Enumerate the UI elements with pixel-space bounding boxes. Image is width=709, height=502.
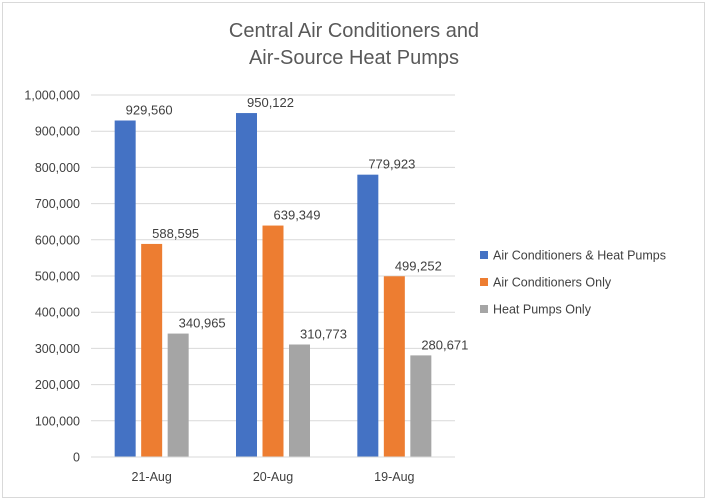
- legend-label: Air Conditioners & Heat Pumps: [493, 249, 666, 263]
- data-label: 779,923: [368, 157, 415, 172]
- x-tick-label: 19-Aug: [374, 470, 414, 484]
- bar-21-Aug-heat-pumps-only: [167, 333, 189, 457]
- y-tick-label: 600,000: [35, 233, 80, 247]
- chart-canvas: Central Air Conditioners and Air-Source H…: [24, 20, 666, 484]
- legend-label: Air Conditioners Only: [493, 276, 612, 290]
- y-tick-label: 700,000: [35, 197, 80, 211]
- y-tick-label: 100,000: [35, 414, 80, 428]
- y-tick-label: 500,000: [35, 270, 80, 284]
- legend-swatch: [480, 305, 488, 313]
- x-tick-label: 21-Aug: [132, 470, 172, 484]
- chart-frame: Central Air Conditioners and Air-Source H…: [2, 2, 705, 498]
- data-label: 340,965: [179, 316, 226, 331]
- data-label: 929,560: [126, 102, 173, 117]
- bar-20-Aug-air-conditioners-heat-pumps: [236, 113, 257, 457]
- data-label: 639,349: [274, 208, 321, 223]
- y-tick-label: 200,000: [35, 378, 80, 392]
- legend-swatch: [480, 278, 488, 286]
- bar-19-Aug-heat-pumps-only: [410, 355, 432, 457]
- data-label: 280,671: [421, 337, 468, 352]
- data-label: 950,122: [247, 95, 294, 110]
- data-label: 499,252: [395, 258, 442, 273]
- legend-label: Heat Pumps Only: [493, 303, 592, 317]
- chart-title-line-2: Air-Source Heat Pumps: [249, 47, 459, 69]
- bar-19-Aug-air-conditioners-heat-pumps: [357, 174, 379, 457]
- bar-20-Aug-heat-pumps-only: [289, 344, 310, 457]
- y-tick-label: 1,000,000: [24, 89, 80, 103]
- data-label: 310,773: [300, 327, 347, 342]
- y-tick-label: 800,000: [35, 161, 80, 175]
- bar-20-Aug-air-conditioners-only: [262, 225, 284, 457]
- data-label: 588,595: [152, 226, 199, 241]
- bar-19-Aug-air-conditioners-only: [383, 276, 405, 457]
- legend-swatch: [480, 251, 488, 259]
- x-tick-label: 20-Aug: [253, 470, 293, 484]
- y-tick-label: 0: [73, 451, 80, 465]
- y-tick-label: 900,000: [35, 125, 80, 139]
- y-tick-label: 300,000: [35, 342, 80, 356]
- chart-title-line-1: Central Air Conditioners and: [229, 20, 479, 42]
- bar-21-Aug-air-conditioners-only: [141, 243, 163, 457]
- bar-21-Aug-air-conditioners-heat-pumps: [114, 120, 136, 458]
- y-tick-label: 400,000: [35, 306, 80, 320]
